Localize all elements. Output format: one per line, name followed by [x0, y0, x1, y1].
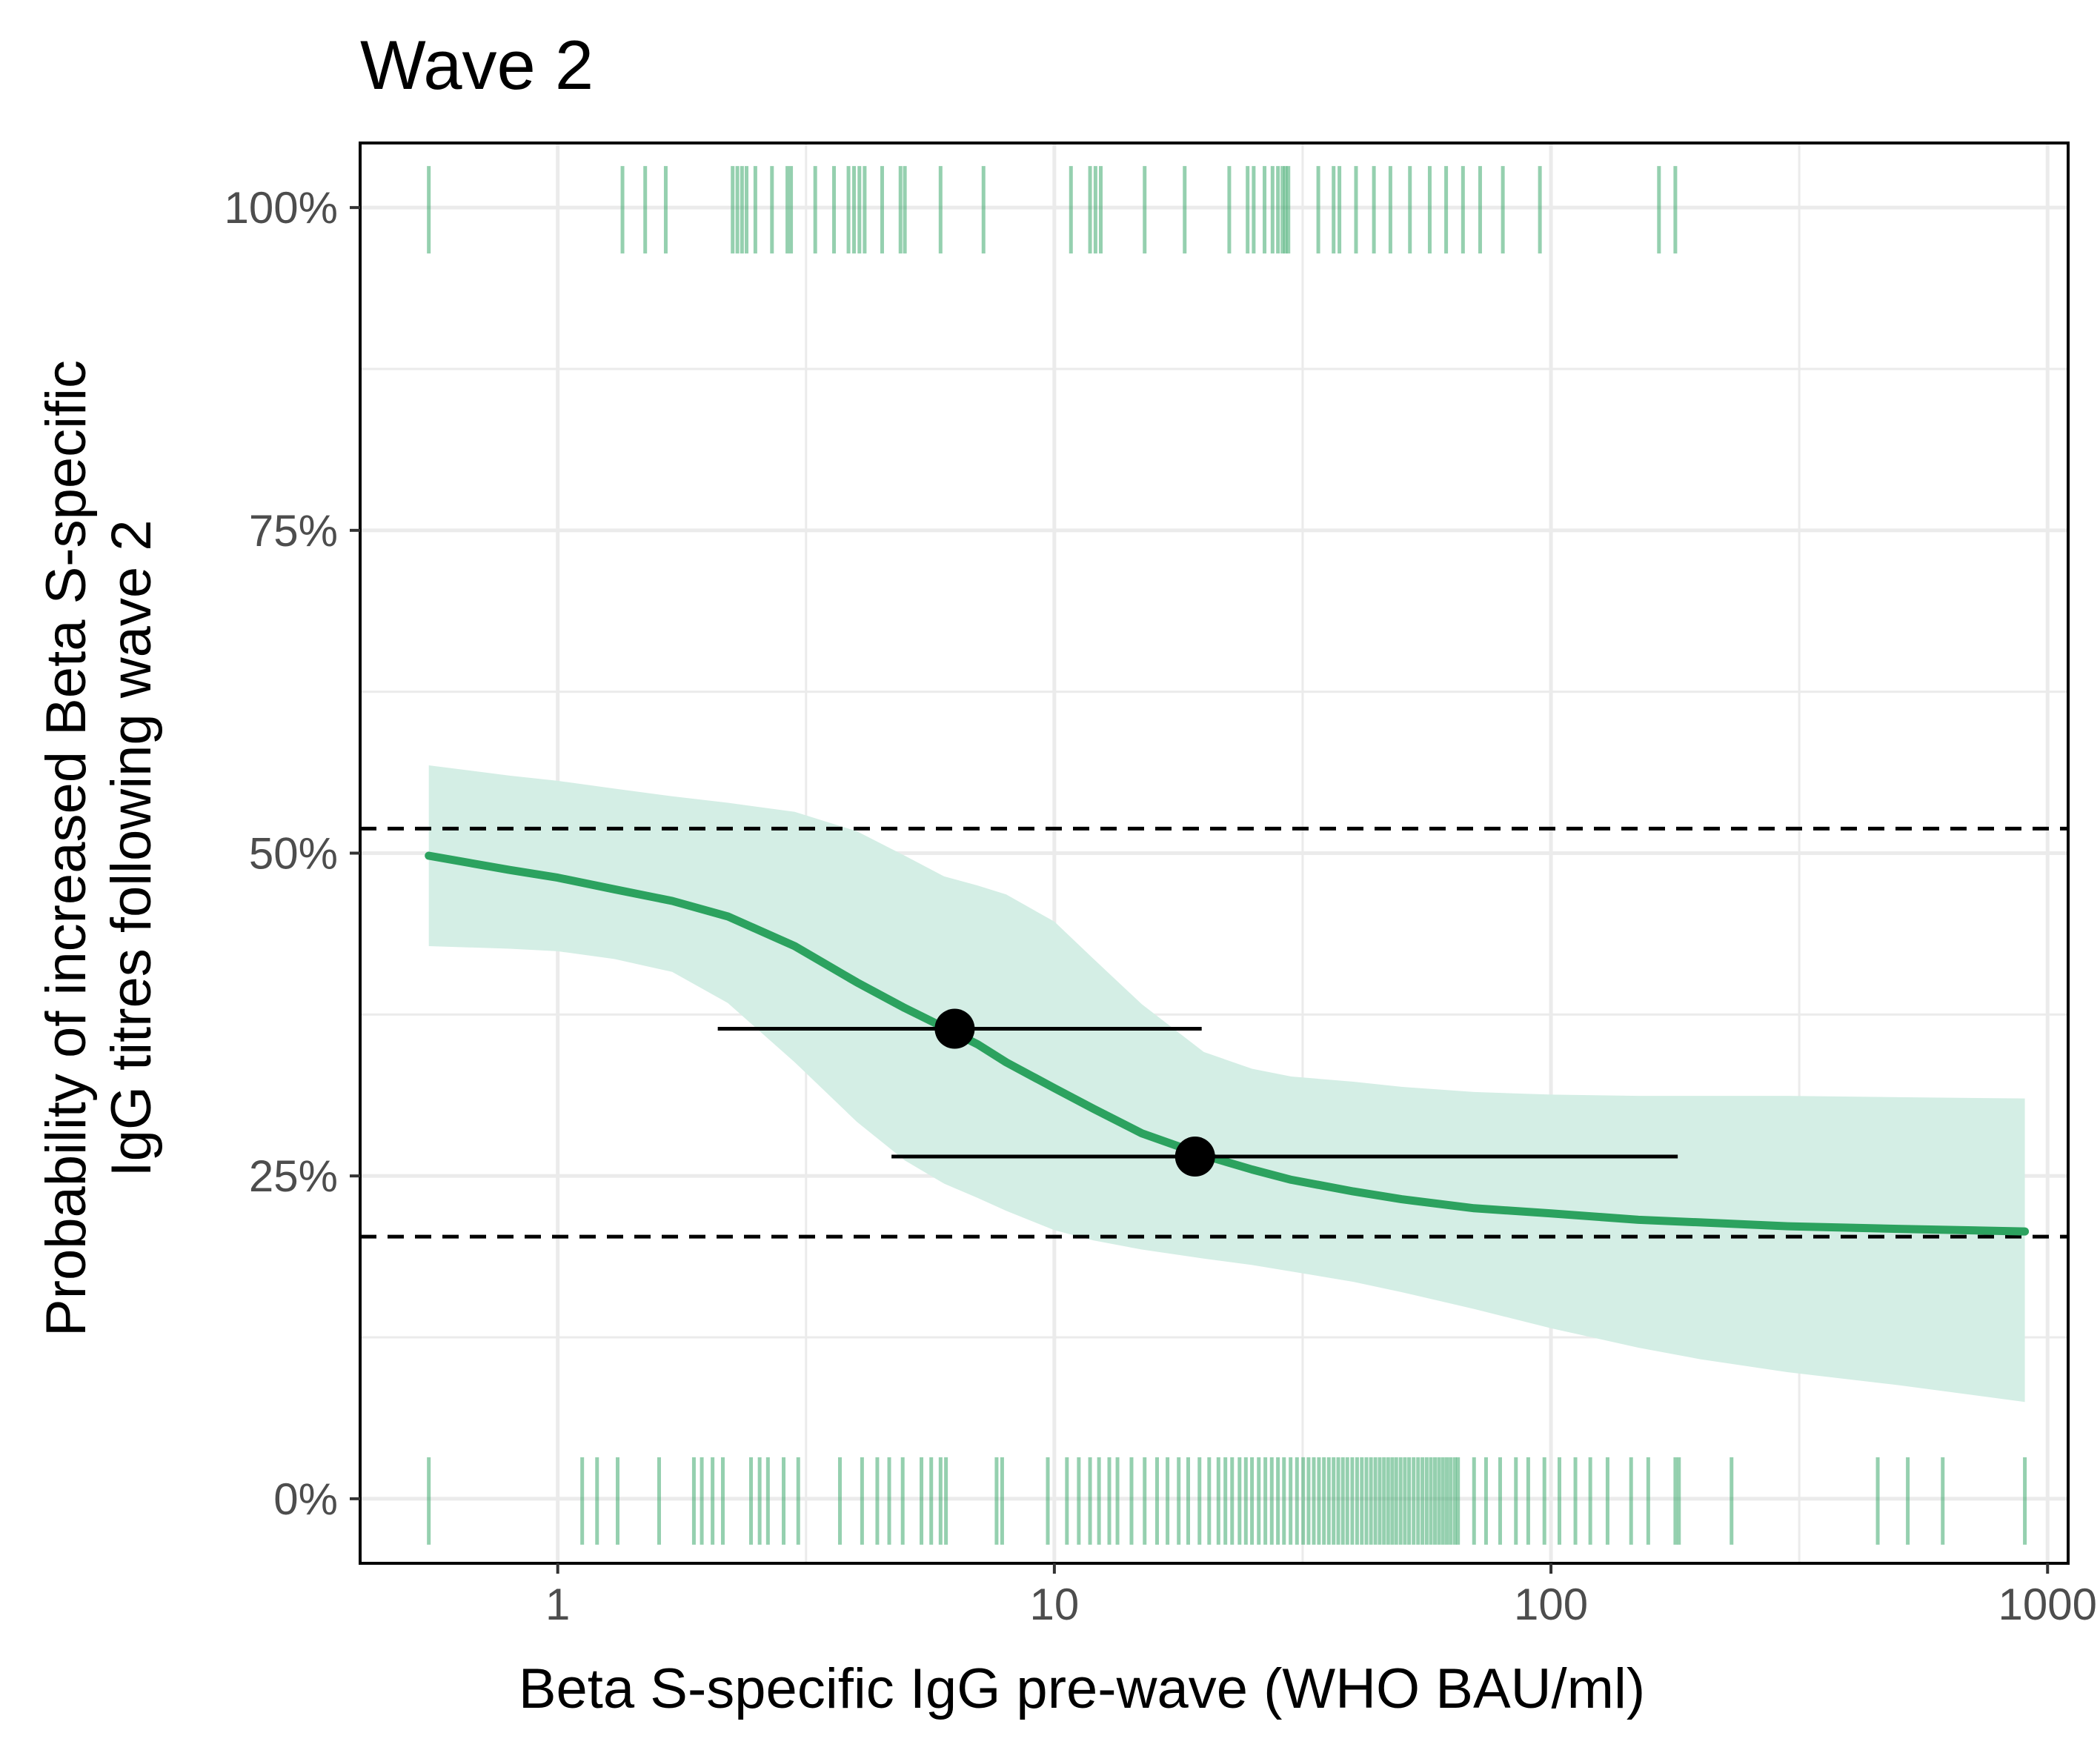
fitted-curve [425, 851, 2030, 1236]
x-tick-label: 100 [1514, 1580, 1588, 1629]
point-estimate [1174, 1137, 1215, 1177]
y-tick-label: 25% [249, 1151, 338, 1201]
rug-events [427, 166, 1678, 254]
y-tick-label: 50% [249, 829, 338, 879]
confidence-band [428, 765, 2025, 1403]
x-tick-label: 1000 [1998, 1580, 2097, 1629]
y-tick-label: 75% [249, 506, 338, 556]
x-tick-label: 10 [1030, 1580, 1080, 1629]
y-tick-label: 0% [273, 1474, 338, 1524]
y-axis-label-line-1: Probability of increased Beta S-specific [35, 360, 98, 1337]
point-estimate [934, 1008, 975, 1049]
y-axis-ticks: 0% 25% 50% 75% 100% [225, 183, 360, 1524]
x-tick-label: 1 [545, 1580, 570, 1629]
y-axis-label-line-2: IgG titres following wave 2 [100, 519, 163, 1177]
x-axis-ticks: 1 10 100 1000 [545, 1563, 2097, 1629]
y-tick-label: 100% [225, 183, 338, 233]
reference-lines [360, 826, 2068, 1239]
point-estimates [717, 1008, 1678, 1177]
x-axis-label: Beta S-specific IgG pre-wave (WHO BAU/ml… [519, 1657, 1645, 1720]
rug-nonevents [427, 1457, 2027, 1545]
chart-title: Wave 2 [360, 26, 594, 104]
